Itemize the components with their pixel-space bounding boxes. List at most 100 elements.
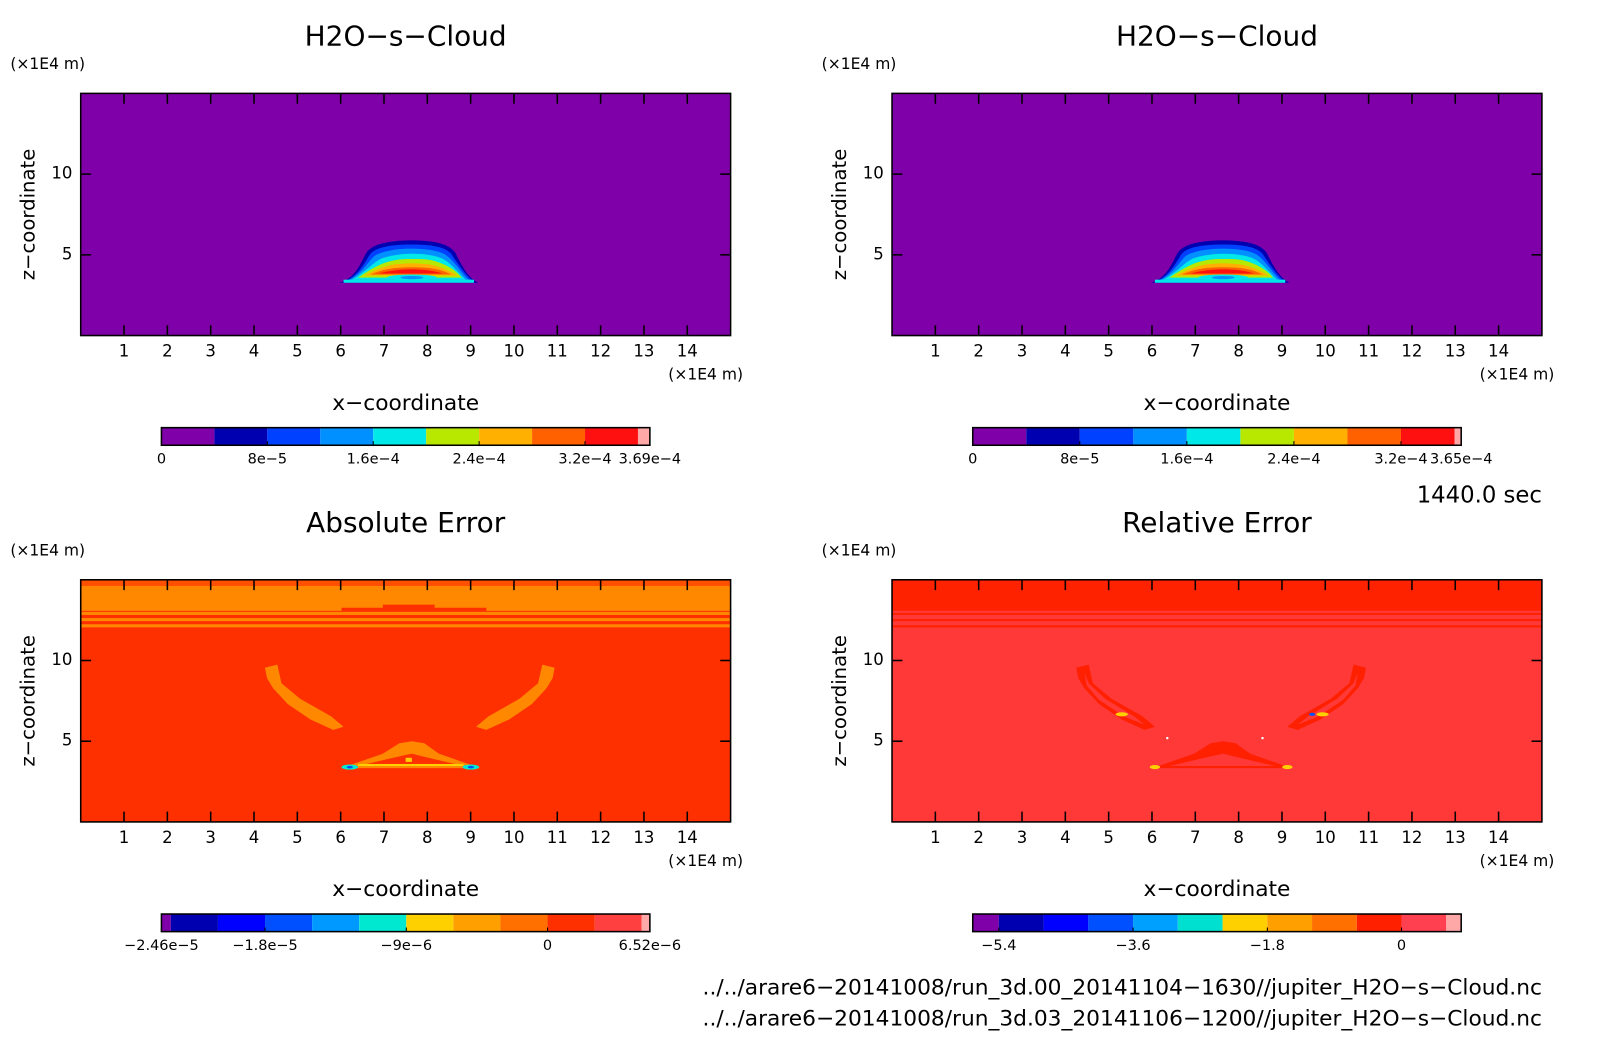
x-tick-label: 5 [292, 342, 303, 361]
y-axis-label: z−coordinate [16, 635, 39, 767]
y-unit: (×1E4 m) [10, 55, 85, 73]
x-tick-label: 6 [1147, 342, 1158, 361]
x-unit: (×1E4 m) [668, 365, 743, 383]
colorbar-segment [641, 914, 650, 932]
plot-frame [891, 579, 1543, 823]
x-axis-label: x−coordinate [1144, 877, 1291, 902]
colorbar-segment [532, 427, 586, 446]
colorbar-segment [1026, 427, 1080, 446]
y-tick-label: 5 [62, 731, 73, 750]
colorbar-tick-label: 0 [968, 452, 977, 468]
colorbar-tick-label: 1.6e−4 [1160, 452, 1213, 468]
x-tick-label: 14 [677, 342, 698, 361]
x-tick-label: 2 [973, 828, 984, 847]
colorbar-segment [1267, 914, 1313, 932]
x-tick-label: 10 [503, 342, 524, 361]
colorbar-segment [1312, 914, 1357, 932]
colorbar-tick-label: 8e−5 [248, 452, 287, 468]
x-tick-label: 9 [1277, 342, 1288, 361]
y-axis-label: z−coordinate [828, 635, 851, 767]
colorbar-segment [1088, 914, 1134, 932]
x-tick-label: 9 [465, 828, 476, 847]
x-tick-label: 1 [930, 342, 941, 361]
x-tick-label: 14 [1488, 342, 1509, 361]
x-tick-label: 6 [335, 342, 346, 361]
x-tick-label: 5 [1103, 342, 1114, 361]
colorbar-tick-label: −3.6 [1116, 938, 1151, 954]
x-tick-label: 10 [1315, 828, 1336, 847]
colorbar-segment [453, 914, 501, 932]
x-axis-label: x−coordinate [1144, 391, 1291, 416]
colorbar-segment [1133, 427, 1187, 446]
colorbar-segment [312, 914, 360, 932]
colorbar-tick-label: 0 [1397, 938, 1406, 954]
x-tick-label: 13 [1445, 342, 1466, 361]
colorbar-segment [1043, 914, 1089, 932]
colorbar-segment [1177, 914, 1223, 932]
colorbar-segment [972, 914, 999, 932]
colorbar-segment [1079, 427, 1134, 446]
colorbar-segment [214, 427, 268, 446]
colorbar-segment [1446, 914, 1462, 932]
x-tick-label: 12 [1401, 342, 1422, 361]
colorbar-segment [406, 914, 454, 932]
colorbar-tick-label: 2.4e−4 [1267, 452, 1320, 468]
file-path: ../../arare6−20141008/run_3d.03_20141106… [703, 1007, 1542, 1032]
x-tick-label: 5 [292, 828, 303, 847]
colorbar-segment [1454, 427, 1462, 446]
colorbar-segment [1133, 914, 1178, 932]
colorbar-segment [1293, 427, 1348, 446]
colorbar-tick-label: 3.2e−4 [558, 452, 611, 468]
panel-title: Relative Error [1122, 506, 1312, 539]
x-tick-label: 5 [1103, 828, 1114, 847]
colorbar-tick-label: 3.65e−4 [1430, 452, 1492, 468]
x-tick-label: 11 [1358, 828, 1379, 847]
field [892, 579, 1542, 822]
colorbar-tick-label: 0 [157, 452, 166, 468]
x-tick-label: 8 [1233, 828, 1244, 847]
x-tick-label: 11 [547, 828, 568, 847]
y-unit: (×1E4 m) [10, 541, 85, 559]
x-axis-label: x−coordinate [332, 877, 479, 902]
colorbar-tick-label: 3.2e−4 [1374, 452, 1427, 468]
y-tick-label: 10 [51, 164, 72, 183]
colorbar-frame [160, 913, 651, 933]
colorbar-segment [972, 427, 1027, 446]
y-tick-label: 10 [51, 650, 72, 669]
colorbar-frame [971, 426, 1462, 447]
colorbar-tick-label: 6.52e−6 [619, 938, 681, 954]
colorbar-segment [1401, 914, 1447, 932]
panel-title: Absolute Error [306, 506, 506, 539]
colorbar-segment [585, 427, 638, 446]
y-unit: (×1E4 m) [822, 55, 897, 73]
x-tick-label: 4 [249, 342, 260, 361]
x-tick-label: 11 [547, 342, 568, 361]
colorbar-segment [594, 914, 642, 932]
colorbar-frame [971, 913, 1462, 933]
colorbar-tick-label: −2.46e−5 [124, 938, 199, 954]
colorbar-segment [1347, 427, 1401, 446]
colorbar-segment [170, 914, 218, 932]
colorbar-tick-label: 3.69e−4 [619, 452, 681, 468]
colorbar-segment [998, 914, 1044, 932]
colorbar-tick-label: −5.4 [981, 938, 1016, 954]
colorbar-tick-label: −9e−6 [381, 938, 433, 954]
x-tick-label: 6 [335, 828, 346, 847]
x-tick-label: 1 [119, 342, 130, 361]
x-tick-label: 2 [162, 342, 173, 361]
y-axis-label: z−coordinate [828, 149, 851, 281]
colorbar-tick-label: 1.6e−4 [347, 452, 400, 468]
colorbar-tick-label: −1.8e−5 [232, 938, 297, 954]
colorbar-segment [359, 914, 407, 932]
file-path: ../../arare6−20141008/run_3d.00_20141104… [703, 976, 1542, 1001]
panel-title: H2O−s−Cloud [305, 20, 507, 53]
x-tick-label: 7 [1190, 342, 1201, 361]
colorbar-tick-label: −1.8 [1250, 938, 1285, 954]
colorbar-segment [265, 914, 313, 932]
time-label: 1440.0 sec [1417, 482, 1542, 508]
x-tick-label: 4 [1060, 828, 1071, 847]
panel-title: H2O−s−Cloud [1116, 20, 1318, 53]
x-tick-label: 7 [1190, 828, 1201, 847]
colorbar-segment [373, 427, 427, 446]
